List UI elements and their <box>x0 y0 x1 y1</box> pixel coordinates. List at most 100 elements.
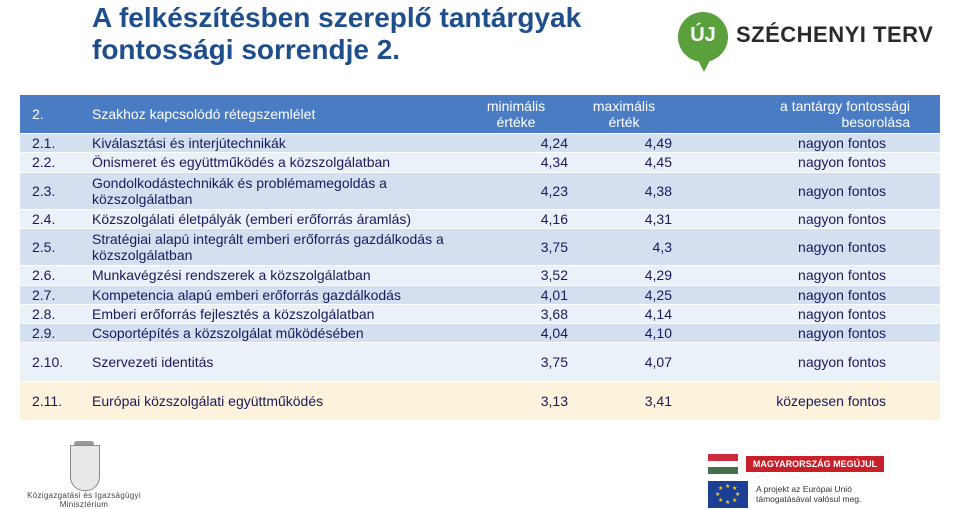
row-num: 2.4. <box>20 208 88 228</box>
table-row: 2.1. Kiválasztási és interjútechnikák 4,… <box>20 132 940 152</box>
row-num: 2.5. <box>20 227 88 265</box>
header-max: maximális érték <box>576 95 680 133</box>
table-row: 2.4. Közszolgálati életpályák (emberi er… <box>20 208 940 228</box>
row-min: 3,52 <box>464 264 576 285</box>
table-header-row: 2. Szakhoz kapcsolódó rétegszemlélet min… <box>20 95 940 133</box>
table-row: 2.7. Kompetencia alapú emberi erőforrás … <box>20 284 940 304</box>
row-name: Szervezeti identitás <box>88 341 464 381</box>
row-name: Kompetencia alapú emberi erőforrás gazdá… <box>88 284 464 304</box>
header-name: Szakhoz kapcsolódó rétegszemlélet <box>92 105 316 122</box>
row-num: 2.10. <box>20 341 88 381</box>
row-min: 4,04 <box>464 322 576 342</box>
row-min: 3,75 <box>464 227 576 265</box>
row-max: 4,3 <box>576 227 680 265</box>
row-max: 4,49 <box>576 132 680 152</box>
title-line-1: A felkészítésben szereplő tantárgyak <box>92 2 582 33</box>
ministry-logo: Közigazgatási és Igazságügyi Minisztériu… <box>14 441 154 509</box>
row-name: Emberi erőforrás fejlesztés a közszolgál… <box>88 303 464 323</box>
row-min: 3,68 <box>464 303 576 323</box>
hungarian-flag-icon <box>708 454 738 475</box>
table-row: 2.2. Önismeret és együttműködés a közszo… <box>20 151 940 172</box>
row-rank: nagyon fontos <box>680 341 940 381</box>
header-max-line-1: maximális <box>592 97 656 114</box>
row-min: 4,34 <box>464 151 576 172</box>
szechenyi-terv-logo: ÚJ SZÉCHENYI TERV <box>676 12 936 76</box>
ministry-name: Közigazgatási és Igazságügyi Minisztériu… <box>14 491 154 509</box>
title-line-2: fontossági sorrendje 2. <box>92 34 401 65</box>
row-max: 4,14 <box>576 303 680 323</box>
eu-support-line-1: A projekt az Európai Unió <box>756 484 852 494</box>
row-num: 2.1. <box>20 132 88 152</box>
eu-support-text: A projekt az Európai Unió támogatásával … <box>756 484 946 504</box>
header-max-line-2: érték <box>608 113 640 130</box>
row-rank: nagyon fontos <box>680 303 940 323</box>
speech-bubble-icon <box>678 12 728 62</box>
row-name: Munkavégzési rendszerek a közszolgálatba… <box>88 264 464 285</box>
speech-bubble-tail <box>696 56 712 72</box>
row-rank: nagyon fontos <box>680 132 940 152</box>
header-min-line-2: értéke <box>496 113 536 130</box>
row-name: Közszolgálati életpályák (emberi erőforr… <box>88 208 464 228</box>
row-num: 2.2. <box>20 151 88 172</box>
row-min: 3,75 <box>464 341 576 381</box>
row-rank: nagyon fontos <box>680 264 940 285</box>
row-rank: nagyon fontos <box>680 208 940 228</box>
funding-logos: MAGYARORSZÁG MEGÚJUL ★ ★ ★ ★ ★ ★ ★ ★ A p… <box>708 454 948 508</box>
ministry-name-line-1: Közigazgatási és Igazságügyi <box>27 491 141 500</box>
magyarorszag-megujul-banner: MAGYARORSZÁG MEGÚJUL <box>746 456 884 472</box>
ministry-name-line-2: Minisztérium <box>59 500 109 509</box>
header-rank-line-1: a tantárgy fontossági <box>780 97 910 114</box>
crown-icon <box>74 441 94 447</box>
table-row: 2.6. Munkavégzési rendszerek a közszolgá… <box>20 264 940 285</box>
row-min: 4,16 <box>464 208 576 228</box>
logo-badge: ÚJ <box>690 24 716 46</box>
row-rank: közepesen fontos <box>680 380 940 420</box>
row-min: 4,24 <box>464 132 576 152</box>
header-min-line-1: minimális <box>486 97 546 114</box>
coat-of-arms-icon <box>70 445 100 491</box>
table-row: 2.3. Gondolkodástechnikák és problémameg… <box>20 171 940 209</box>
row-min: 4,23 <box>464 171 576 209</box>
row-rank: nagyon fontos <box>680 284 940 304</box>
row-max: 4,07 <box>576 341 680 381</box>
row-name: Önismeret és együttműködés a közszolgála… <box>88 151 464 172</box>
row-num: 2.6. <box>20 264 88 285</box>
row-rank: nagyon fontos <box>680 322 940 342</box>
eu-support-line-2: támogatásával valósul meg. <box>756 494 862 504</box>
eu-flag-icon: ★ ★ ★ ★ ★ ★ ★ ★ <box>708 481 748 508</box>
header-min: minimális értéke <box>464 95 576 133</box>
row-max: 4,25 <box>576 284 680 304</box>
row-min: 3,13 <box>464 380 576 420</box>
row-num: 2.7. <box>20 284 88 304</box>
row-name-line-2: közszolgálatban <box>92 246 193 263</box>
row-num: 2.9. <box>20 322 88 342</box>
table-row: 2.9. Csoportépítés a közszolgálat működé… <box>20 322 940 342</box>
row-max: 4,31 <box>576 208 680 228</box>
row-max: 4,10 <box>576 322 680 342</box>
subject-importance-table: 2. Szakhoz kapcsolódó rétegszemlélet min… <box>20 95 940 420</box>
table-row: 2.11. Európai közszolgálati együttműködé… <box>20 380 940 420</box>
header-num: 2. <box>32 105 44 122</box>
table-row: 2.10. Szervezeti identitás 3,75 4,07 nag… <box>20 341 940 381</box>
row-name: Csoportépítés a közszolgálat működésében <box>88 322 464 342</box>
row-name: Európai közszolgálati együttműködés <box>88 380 464 420</box>
row-name: Kiválasztási és interjútechnikák <box>88 132 464 152</box>
row-name: Stratégiai alapú integrált emberi erőfor… <box>88 227 464 265</box>
row-rank: nagyon fontos <box>680 227 940 265</box>
row-rank: nagyon fontos <box>680 171 940 209</box>
row-num: 2.11. <box>20 380 88 420</box>
page-title: A felkészítésben szereplő tantárgyak fon… <box>92 2 581 66</box>
row-max: 3,41 <box>576 380 680 420</box>
header-rank: a tantárgy fontossági besorolása <box>680 95 940 133</box>
row-rank: nagyon fontos <box>680 151 940 172</box>
row-name: Gondolkodástechnikák és problémamegoldás… <box>88 171 464 209</box>
table-row: 2.5. Stratégiai alapú integrált emberi e… <box>20 227 940 265</box>
row-min: 4,01 <box>464 284 576 304</box>
header-rank-line-2: besorolása <box>841 113 911 130</box>
row-name-line-1: Stratégiai alapú integrált emberi erőfor… <box>92 230 444 247</box>
row-max: 4,38 <box>576 171 680 209</box>
table-row: 2.8. Emberi erőforrás fejlesztés a közsz… <box>20 303 940 323</box>
row-max: 4,29 <box>576 264 680 285</box>
row-max: 4,45 <box>576 151 680 172</box>
logo-name: SZÉCHENYI TERV <box>736 22 934 47</box>
